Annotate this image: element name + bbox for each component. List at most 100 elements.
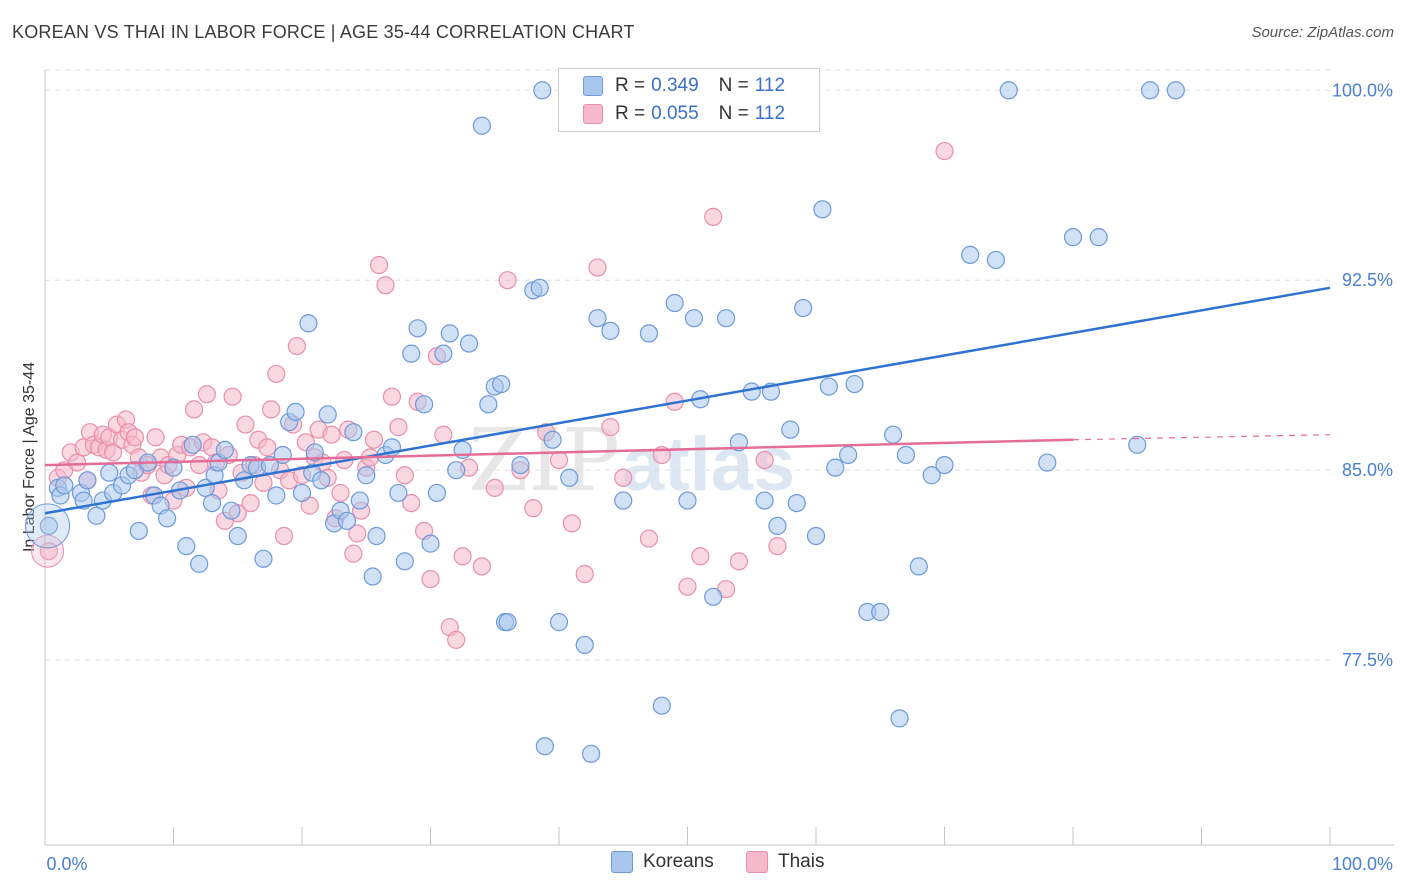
koreans-point-44: [312, 471, 331, 490]
thais-point-77: [376, 276, 395, 295]
correlation-legend: R = 0.349 N = 112 R = 0.055 N = 112: [558, 68, 820, 132]
koreans-point-30: [228, 526, 247, 546]
legend-item-koreans: Koreans: [611, 851, 714, 873]
koreans-point-81: [560, 468, 579, 487]
koreans-point-77: [533, 81, 552, 100]
y-tick-label-3: 100.0%: [1332, 80, 1393, 100]
koreans-r-value: 0.349: [651, 75, 699, 96]
series-legend: Koreans Thais: [0, 851, 1406, 877]
thais-point-57: [287, 336, 306, 356]
koreans-point-111: [883, 425, 903, 444]
thais-point-45: [236, 415, 255, 434]
thais-point-91: [472, 557, 491, 576]
koreans-n-value: 112: [754, 75, 786, 96]
koreans-point-114: [909, 557, 928, 576]
thais-point-86: [434, 425, 453, 444]
koreans-point-7: [87, 506, 106, 525]
thais-point-107: [691, 547, 710, 566]
koreans-point-91: [684, 309, 704, 328]
koreans-point-25: [202, 493, 222, 513]
thais-point-34: [190, 455, 209, 475]
koreans-point-29: [222, 501, 241, 520]
axes: [44, 70, 1394, 846]
n-label: N =: [718, 103, 749, 124]
thais-point-97: [549, 450, 569, 470]
koreans-point-102: [794, 298, 813, 318]
koreans-point-65: [447, 461, 466, 480]
koreans-point-95: [729, 433, 749, 452]
koreans-series: [25, 81, 1185, 763]
thais-point-71: [348, 524, 367, 543]
thais-point-36: [197, 385, 217, 404]
thais-point-75: [364, 430, 384, 449]
koreans-point-105: [819, 377, 838, 396]
koreans-point-9: [100, 463, 119, 482]
koreans-point-41: [299, 314, 318, 333]
source-label: Source: ZipAtlas.com: [1251, 24, 1394, 41]
koreans-point-60: [414, 395, 434, 414]
thais-point-42: [223, 387, 242, 406]
koreans-point-57: [395, 552, 414, 571]
koreans-point-87: [639, 324, 659, 343]
x-tick-label-1: 100.0%: [1332, 854, 1393, 874]
n-label: N =: [718, 75, 749, 96]
koreans-point-118: [986, 250, 1006, 270]
koreans-point-67: [459, 334, 479, 353]
koreans-point-50: [350, 491, 369, 510]
koreans-point-112: [890, 709, 909, 728]
thais-point-106: [678, 577, 697, 596]
y-tick-labels: 77.5% 85.0% 92.5% 100.0%: [1332, 80, 1393, 670]
thais-point-110: [729, 552, 749, 571]
thais-point-46: [241, 493, 260, 513]
koreans-cluster-bubble: [25, 503, 71, 549]
thais-point-65: [322, 425, 341, 444]
koreans-point-48: [337, 511, 357, 530]
koreans-point-120: [1038, 453, 1057, 472]
thais-point-76: [370, 255, 389, 275]
koreans-point-23: [190, 554, 209, 573]
thais-point-99: [575, 564, 594, 584]
thais-point-19: [125, 428, 145, 447]
koreans-trend-line: [44, 286, 1331, 515]
koreans-point-116: [935, 455, 954, 475]
koreans-point-82: [575, 635, 594, 655]
thais-point-111: [755, 450, 774, 470]
koreans-point-21: [177, 537, 196, 556]
thais-point-84: [421, 569, 440, 589]
koreans-point-62: [427, 483, 447, 503]
legend-item-thais: Thais: [746, 851, 824, 873]
koreans-point-124: [1140, 81, 1160, 100]
koreans-point-56: [389, 483, 408, 503]
koreans-point-110: [871, 602, 890, 622]
thais-point-13: [104, 443, 123, 462]
koreans-point-71: [492, 374, 511, 394]
koreans-point-86: [614, 491, 633, 510]
koreans-point-93: [704, 587, 723, 606]
thais-swatch: [583, 104, 603, 124]
thais-point-70: [344, 544, 363, 563]
legend-row-thais: R = 0.055 N = 112: [583, 101, 785, 127]
koreans-point-85: [601, 321, 620, 340]
koreans-swatch: [583, 76, 603, 96]
thais-point-33: [184, 400, 204, 419]
thais-point-78: [382, 387, 402, 406]
thais-point-101: [601, 418, 620, 437]
koreans-point-45: [318, 405, 337, 424]
koreans-point-64: [440, 324, 459, 343]
thais-point-92: [485, 478, 504, 497]
koreans-point-74: [511, 455, 530, 475]
thais-n-value: 112: [754, 103, 786, 124]
koreans-point-36: [267, 486, 286, 505]
koreans-point-49: [344, 423, 363, 442]
grid-lines: [45, 69, 1330, 661]
koreans-point-99: [768, 516, 787, 535]
koreans-point-106: [826, 458, 845, 477]
koreans-point-18: [157, 509, 177, 528]
thais-point-88: [447, 630, 466, 649]
koreans-point-83: [582, 744, 601, 763]
thais-point-108: [704, 207, 723, 226]
y-tick-label-1: 85.0%: [1342, 460, 1393, 480]
thais-point-113: [935, 141, 954, 161]
koreans-point-101: [787, 493, 806, 513]
koreans-point-103: [806, 526, 826, 546]
